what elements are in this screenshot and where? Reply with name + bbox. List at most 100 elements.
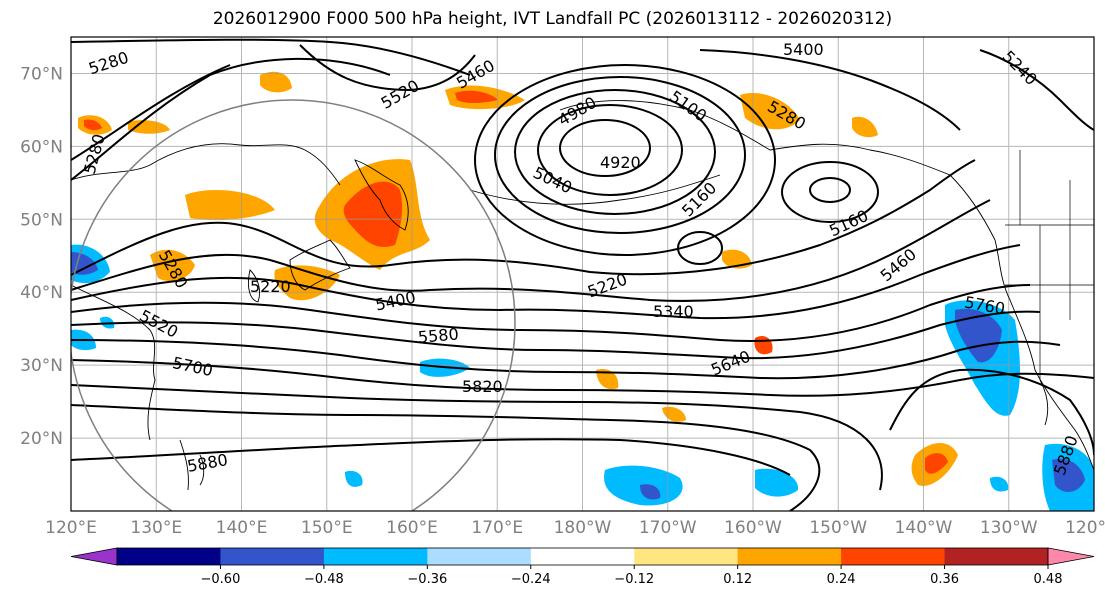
- ivt-positive-area: [596, 369, 619, 390]
- colorbar-segment: [530, 548, 635, 565]
- contour-line: [71, 359, 1094, 397]
- colorbar-extend-high: [1047, 547, 1095, 566]
- contour-label: 5400: [783, 40, 824, 59]
- coastline-north-america: [994, 239, 1094, 471]
- longitude-label: 150°W: [809, 518, 867, 538]
- contour-closed: [474, 64, 776, 256]
- longitude-label: 150°E: [301, 518, 353, 538]
- contour-line: [71, 384, 883, 491]
- contour-closed: [559, 119, 651, 177]
- longitude-label: 160°W: [724, 518, 782, 538]
- latitude-label: 30°N: [20, 356, 63, 376]
- longitude-label: 180°W: [554, 518, 612, 538]
- colorbar-segment: [323, 548, 428, 565]
- map-panel[interactable]: [69, 37, 1094, 546]
- colorbar-segment: [634, 548, 739, 565]
- colorbar-segment: [841, 548, 946, 565]
- longitude-labels: 120°E 130°E 140°E 150°E 160°E 170°E 180°W 170°W…: [45, 518, 1105, 538]
- contour-line: [71, 199, 991, 302]
- ivt-negative-strong-area: [1052, 458, 1085, 492]
- ivt-strong-area: [343, 181, 403, 247]
- colorbar-segment: [737, 548, 842, 565]
- ivt-negative-area: [345, 470, 363, 487]
- contour-closed: [494, 76, 746, 234]
- ivt-strong-area: [925, 453, 948, 474]
- contour-line: [299, 44, 476, 92]
- colorbar-tick-label: −0.12: [614, 572, 654, 587]
- latitude-labels: 70°N 60°N 50°N 40°N 30°N 20°N: [20, 64, 63, 449]
- map-frame: [70, 36, 1095, 512]
- contour-label: 5220: [250, 277, 291, 296]
- contour-line: [699, 49, 961, 131]
- longitude-label: 170°E: [471, 518, 523, 538]
- colorbar-tick-label: 0.48: [1034, 572, 1063, 587]
- colorbar-segment: [944, 548, 1049, 565]
- contour-line: [889, 368, 1094, 456]
- colorbar-outline: [116, 547, 1049, 566]
- ivt-negative-area: [990, 476, 1009, 492]
- latitude-label: 20°N: [20, 429, 63, 449]
- graticule: [71, 37, 1094, 511]
- colorbar-tick-label: −0.24: [511, 572, 551, 587]
- contour-closed: [677, 231, 723, 265]
- contour-line: [71, 284, 1031, 342]
- latitude-label: 50°N: [20, 210, 63, 230]
- contour-label: 5340: [653, 302, 694, 321]
- height-contours: [71, 38, 1094, 511]
- ivt-negative-strong-area: [640, 484, 661, 500]
- contour-line: [71, 438, 791, 476]
- ivt-negative-strong-area: [71, 252, 98, 275]
- coastline-kamchatka: [354, 159, 409, 231]
- latitude-label: 70°N: [20, 64, 63, 84]
- ivt-positive-area: [150, 249, 195, 282]
- contour-line: [71, 244, 1021, 320]
- contour-closed: [514, 89, 716, 215]
- contour-line: [71, 339, 1061, 380]
- colorbar-extend-low: [70, 547, 118, 566]
- latitude-label: 60°N: [20, 137, 63, 157]
- colorbar-tick-label: −0.48: [304, 572, 344, 587]
- longitude-label: 130°E: [130, 518, 182, 538]
- colorbar-segment: [220, 548, 325, 565]
- colorbar-tick-label: −0.36: [407, 572, 447, 587]
- contour-line: [71, 404, 821, 511]
- contour-closed: [537, 104, 683, 196]
- colorbar-tick-label: 0.12: [723, 572, 752, 587]
- contour-line: [71, 38, 471, 76]
- longitude-label: 130°W: [980, 518, 1038, 538]
- colorbar-tick-label: −0.60: [201, 572, 241, 587]
- contour-label: 5580: [417, 324, 459, 346]
- coastline-china-coast: [71, 284, 156, 441]
- contour-closed: [809, 177, 851, 203]
- coastline-aleutians: [469, 174, 721, 205]
- longitude-label: 140°W: [895, 518, 953, 538]
- ivt-positive-area: [260, 71, 292, 93]
- coastline-asia: [71, 143, 341, 186]
- contour-closed: [781, 161, 879, 223]
- latitude-label: 40°N: [20, 283, 63, 303]
- longitude-label: 140°E: [216, 518, 268, 538]
- ivt-negative-area: [755, 468, 799, 497]
- longitude-label: 120°W: [1065, 518, 1105, 538]
- ivt-negative-strong-area: [955, 308, 1002, 363]
- ivt-positive-area: [852, 116, 878, 138]
- longitude-label: 170°W: [639, 518, 697, 538]
- contour-label: 4920: [600, 153, 641, 172]
- longitude-label: 160°E: [386, 518, 438, 538]
- reference-circle: [71, 99, 516, 511]
- contour-line: [979, 49, 1094, 131]
- contour-line: [71, 64, 231, 161]
- coastline-philippines: [179, 439, 205, 491]
- ivt-positive-area: [185, 190, 275, 220]
- colorbar: −0.60 −0.48 −0.36 −0.24 −0.12 0.12 0.24 0.36 0.4…: [70, 547, 1095, 587]
- longitude-label: 120°E: [45, 518, 97, 538]
- ivt-strong-area: [455, 90, 498, 103]
- contour-line: [71, 159, 976, 276]
- ivt-positive-area: [274, 265, 340, 301]
- colorbar-segment: [117, 548, 221, 565]
- ivt-positive-area: [740, 92, 800, 130]
- ivt-strong-area: [84, 119, 102, 131]
- contour-label: 5820: [462, 377, 503, 396]
- colorbar-tick-label: 0.36: [930, 572, 959, 587]
